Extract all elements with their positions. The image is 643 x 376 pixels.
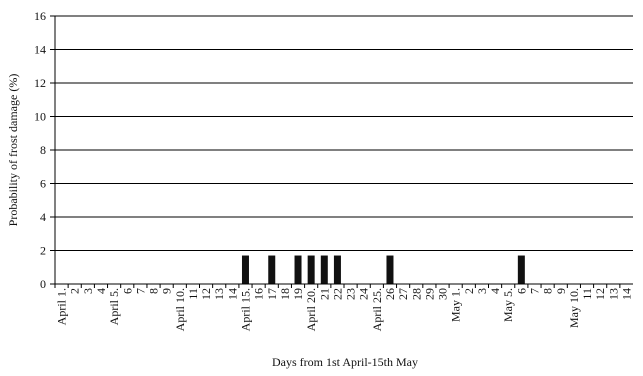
x-tick-label: May 5.: [501, 288, 515, 322]
x-axis-label: Days from 1st April-15th May: [272, 355, 418, 369]
x-tick-label: April 1.: [55, 288, 69, 325]
x-tick-label: 2: [462, 288, 476, 294]
y-tick-label: 16: [34, 9, 46, 23]
x-tick-label: 28: [409, 288, 423, 300]
x-tick-label: April 5.: [107, 288, 121, 325]
x-tick-label: 11: [580, 288, 594, 300]
x-tick-label: April 10.: [173, 288, 187, 331]
bar: [386, 255, 394, 284]
y-tick-label: 2: [40, 244, 46, 258]
x-tick-label: 13: [606, 288, 620, 300]
x-tick-label: 8: [541, 288, 555, 294]
y-tick-label: 4: [40, 210, 46, 224]
x-tick-label: 7: [133, 288, 147, 294]
x-tick-label: 27: [396, 288, 410, 300]
x-tick-label: May 1.: [449, 288, 463, 322]
x-tick-label: 22: [330, 288, 344, 300]
x-tick-label: 14: [619, 288, 633, 300]
bar: [294, 255, 302, 284]
x-tick-label: 23: [344, 288, 358, 300]
x-tick-label: 9: [554, 288, 568, 294]
x-tick-label: 2: [68, 288, 82, 294]
x-tick-label: May 10.: [567, 288, 581, 328]
y-tick-label: 12: [34, 76, 46, 90]
x-tick-label: 30: [436, 288, 450, 300]
bar: [307, 255, 315, 284]
x-tick-label: 12: [199, 288, 213, 300]
y-axis-label: Probability of frost damage (%): [6, 74, 20, 227]
x-tick-label: 3: [475, 288, 489, 294]
x-tick-label: 13: [212, 288, 226, 300]
y-tick-label: 10: [34, 110, 46, 124]
bar: [241, 255, 249, 284]
y-tick-label: 0: [40, 277, 46, 291]
bar: [268, 255, 276, 284]
x-tick-label: 4: [488, 288, 502, 294]
x-tick-label: April 25.: [370, 288, 384, 331]
x-tick-label: 6: [120, 288, 134, 294]
x-tick-label: 16: [252, 288, 266, 300]
bar: [320, 255, 328, 284]
x-tick-label: 17: [265, 288, 279, 300]
bar: [517, 255, 525, 284]
x-tick-label: 29: [422, 288, 436, 300]
x-tick-label: 9: [160, 288, 174, 294]
x-tick-label: April 20.: [304, 288, 318, 331]
x-tick-label: 21: [317, 288, 331, 300]
x-tick-label: 8: [147, 288, 161, 294]
x-tick-label: 18: [278, 288, 292, 300]
y-tick-label: 8: [40, 143, 46, 157]
bars: [241, 255, 525, 284]
x-tick-label: 14: [225, 288, 239, 300]
x-tick-label: 4: [94, 288, 108, 294]
gridlines: [55, 15, 633, 251]
y-tick-label: 6: [40, 177, 46, 191]
x-tick-label: 26: [383, 288, 397, 300]
x-tick-label: 19: [291, 288, 305, 300]
x-tick-label: 3: [81, 288, 95, 294]
x-tick-label: 12: [593, 288, 607, 300]
y-tick-label: 14: [34, 43, 46, 57]
x-tick-label: 11: [186, 288, 200, 300]
x-tick-label: 24: [357, 288, 371, 300]
y-tick-labels: 0 2 4 6 8 10 12 14 16: [34, 9, 55, 291]
x-tick-label: 6: [514, 288, 528, 294]
x-tick-label: 7: [527, 288, 541, 294]
x-tick-label: April 15.: [238, 288, 252, 331]
x-tick-labels: April 1. 2 3 4 April 5. 6 7 8 9 April 10. 11 12 13 14…: [54, 284, 633, 331]
bar: [333, 255, 341, 284]
